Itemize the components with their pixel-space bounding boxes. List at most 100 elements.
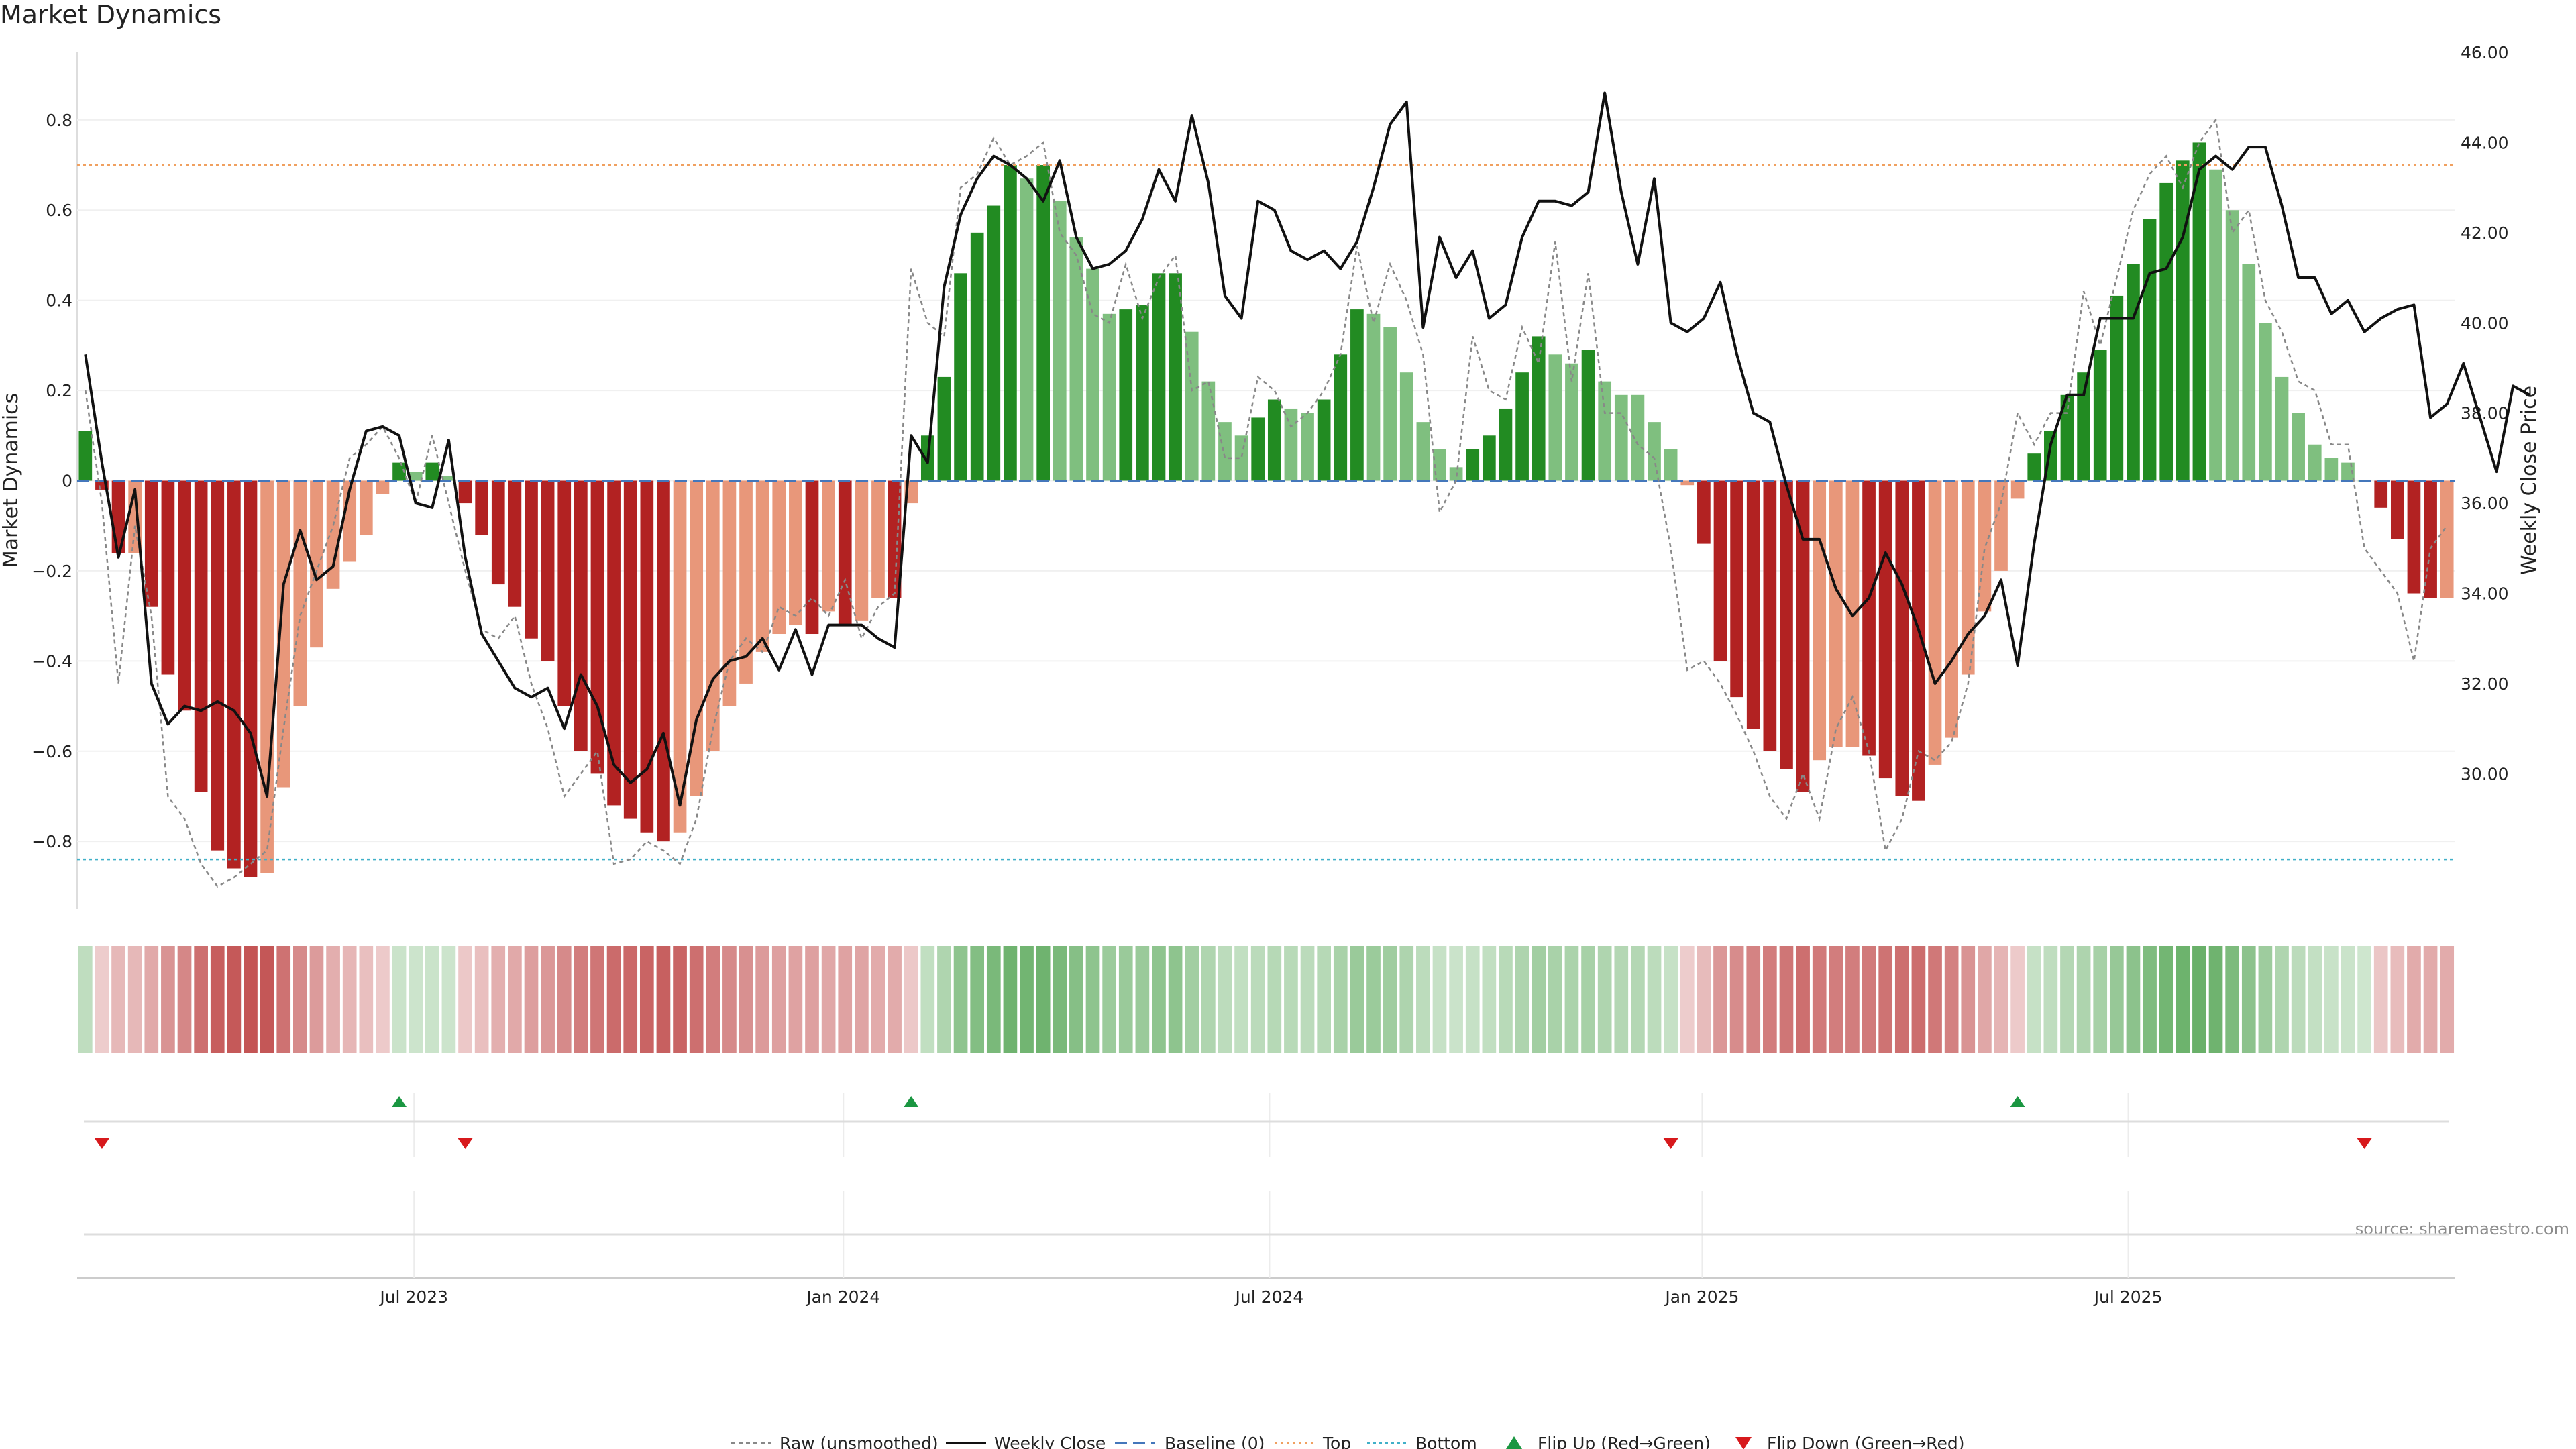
bar-negative bbox=[772, 480, 786, 635]
bar-negative bbox=[657, 480, 670, 842]
heat-strip-cell bbox=[1416, 946, 1430, 1053]
heat-strip-cell bbox=[1763, 946, 1777, 1053]
heat-strip-cell bbox=[788, 946, 803, 1053]
heat-strip-cell bbox=[1597, 946, 1612, 1053]
heat-strip-cell bbox=[2192, 946, 2206, 1053]
bar-positive bbox=[1218, 422, 1232, 481]
heat-strip-cell bbox=[1515, 946, 1529, 1053]
bar-positive bbox=[2143, 219, 2157, 481]
heat-strip-cell bbox=[2241, 946, 2256, 1053]
heat-strip-cell bbox=[1185, 946, 1199, 1053]
bar-negative bbox=[822, 480, 835, 612]
legend-flip-down-swatch bbox=[1735, 1437, 1752, 1449]
bar-negative bbox=[1862, 480, 1876, 756]
bar-negative bbox=[673, 480, 687, 833]
bar-negative bbox=[2424, 480, 2437, 598]
bar-positive bbox=[2308, 444, 2322, 481]
bar-negative bbox=[690, 480, 704, 796]
bar-negative bbox=[755, 480, 769, 652]
bar-positive bbox=[1020, 178, 1034, 481]
bar-negative bbox=[1780, 480, 1793, 769]
heat-strip-cell bbox=[1432, 946, 1447, 1053]
heat-strip-cell bbox=[260, 946, 274, 1053]
bar-positive bbox=[1648, 422, 1661, 481]
bar-positive bbox=[1631, 394, 1645, 481]
heat-strip-cell bbox=[508, 946, 522, 1053]
heat-strip-cell bbox=[1829, 946, 1843, 1053]
bar-negative bbox=[376, 480, 390, 494]
bar-negative bbox=[244, 480, 258, 877]
bar-positive bbox=[2225, 210, 2239, 481]
bar-negative bbox=[1746, 480, 1760, 729]
bar-negative bbox=[871, 480, 885, 598]
bar-negative bbox=[1813, 480, 1827, 761]
heat-strip-cell bbox=[1532, 946, 1546, 1053]
y-left-tick-label: 0.6 bbox=[46, 201, 72, 220]
heat-strip-cell bbox=[194, 946, 208, 1053]
bar-positive bbox=[1284, 408, 1298, 481]
bar-positive bbox=[2341, 462, 2355, 481]
heat-strip-cell bbox=[2109, 946, 2124, 1053]
heat-strip-cell bbox=[1003, 946, 1018, 1053]
heat-strip-cell bbox=[904, 946, 918, 1053]
bar-positive bbox=[2242, 264, 2256, 481]
bar-positive bbox=[1201, 381, 1216, 481]
heat-strip-cell bbox=[656, 946, 671, 1053]
bar-negative bbox=[557, 480, 572, 706]
heat-strip-cell bbox=[244, 946, 258, 1053]
heat-strip-cell bbox=[1878, 946, 1893, 1053]
heat-strip-cell bbox=[1383, 946, 1397, 1053]
heat-strip-cell bbox=[1333, 946, 1348, 1053]
bar-positive bbox=[2292, 413, 2305, 481]
bar-negative bbox=[1829, 480, 1843, 747]
heat-strip-cell bbox=[2143, 946, 2157, 1053]
flip-down-marker bbox=[1663, 1138, 1678, 1149]
y-left-axis-label: Market Dynamics bbox=[0, 393, 23, 568]
bar-positive bbox=[1102, 313, 1116, 481]
heat-strip-cell bbox=[210, 946, 225, 1053]
bar-negative bbox=[144, 480, 158, 607]
bar-negative bbox=[1912, 480, 1925, 801]
bar-negative bbox=[211, 480, 225, 851]
bar-negative bbox=[1978, 480, 1992, 612]
heat-strip-cell bbox=[1796, 946, 1810, 1053]
bar-positive bbox=[2159, 182, 2174, 481]
heat-strip-cell bbox=[2076, 946, 2091, 1053]
bar-negative bbox=[805, 480, 819, 635]
heat-strip-cell bbox=[1928, 946, 1942, 1053]
bar-positive bbox=[1234, 435, 1248, 481]
heat-strip-cell bbox=[2373, 946, 2388, 1053]
heat-strip-cell bbox=[474, 946, 489, 1053]
heat-strip-cell bbox=[2440, 946, 2455, 1053]
x-tick-label: Jan 2025 bbox=[1664, 1287, 1739, 1307]
y-right-tick-label: 40.00 bbox=[2461, 313, 2509, 333]
heat-strip-cell bbox=[1300, 946, 1315, 1053]
bar-positive bbox=[2060, 394, 2074, 481]
bar-negative bbox=[458, 480, 472, 504]
y-right-axis-label: Weekly Close Price bbox=[2518, 386, 2541, 575]
heat-strip-cell bbox=[1994, 946, 2008, 1053]
bar-positive bbox=[970, 232, 984, 481]
heat-strip-cell bbox=[309, 946, 324, 1053]
heat-strip-cell bbox=[2225, 946, 2239, 1053]
heat-strip-cell bbox=[838, 946, 853, 1053]
x-tick-label: Jul 2023 bbox=[378, 1287, 448, 1307]
heat-strip-cell bbox=[606, 946, 621, 1053]
heat-strip-cell bbox=[458, 946, 472, 1053]
heat-strip-cell bbox=[2126, 946, 2141, 1053]
heat-strip-cell bbox=[1911, 946, 1926, 1053]
heat-strip-cell bbox=[1250, 946, 1265, 1053]
heat-strip-cell bbox=[2357, 946, 2371, 1053]
legend-label: Flip Up (Red→Green) bbox=[1538, 1434, 1711, 1449]
heat-strip-cell bbox=[376, 946, 390, 1053]
bar-negative bbox=[178, 480, 191, 711]
bar-positive bbox=[987, 205, 1001, 481]
bar-negative bbox=[2390, 480, 2404, 539]
bar-positive bbox=[1499, 408, 1513, 481]
heat-strip-cell bbox=[2208, 946, 2223, 1053]
heat-strip-cell bbox=[1366, 946, 1381, 1053]
y-left-tick-label: −0.4 bbox=[32, 651, 72, 671]
bar-negative bbox=[739, 480, 753, 684]
heat-strip-cell bbox=[1631, 946, 1645, 1053]
heat-strip-cell bbox=[689, 946, 704, 1053]
